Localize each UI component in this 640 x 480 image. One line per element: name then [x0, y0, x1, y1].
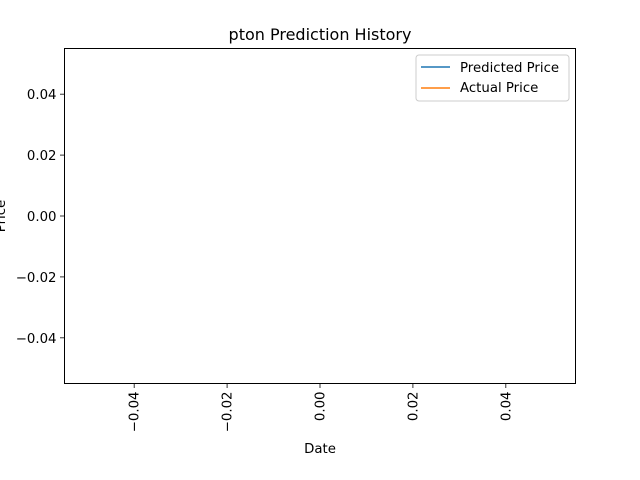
x-tick-label: 0.02 [406, 392, 421, 422]
y-axis-ticks: −0.04 −0.02 0.00 0.02 0.04 [16, 88, 65, 347]
axes-frame [64, 48, 576, 384]
y-axis-label: Price [0, 200, 9, 232]
plot-area: −0.04 −0.02 0.00 0.02 0.04 −0.04 −0.02 0.00 0.0… [16, 48, 576, 433]
y-tick-label: 0.00 [27, 210, 57, 225]
legend: Predicted Price Actual Price [415, 54, 570, 102]
legend-label-actual-price: Actual Price [460, 81, 538, 96]
x-tick-label: 0.04 [499, 392, 514, 422]
y-tick-label: −0.04 [16, 332, 57, 347]
x-tick-label: 0.00 [314, 392, 329, 422]
chart-title: pton Prediction History [229, 25, 412, 44]
legend-box [415, 54, 570, 102]
legend-label-predicted-price: Predicted Price [460, 61, 559, 76]
x-axis-label: Date [304, 442, 336, 457]
x-tick-label: −0.04 [128, 392, 143, 433]
y-tick-label: 0.04 [27, 88, 57, 103]
x-tick-label: −0.02 [221, 392, 236, 433]
y-tick-label: 0.02 [27, 149, 57, 164]
x-axis-ticks: −0.04 −0.02 0.00 0.02 0.04 [128, 383, 514, 433]
y-tick-label: −0.02 [16, 271, 57, 286]
